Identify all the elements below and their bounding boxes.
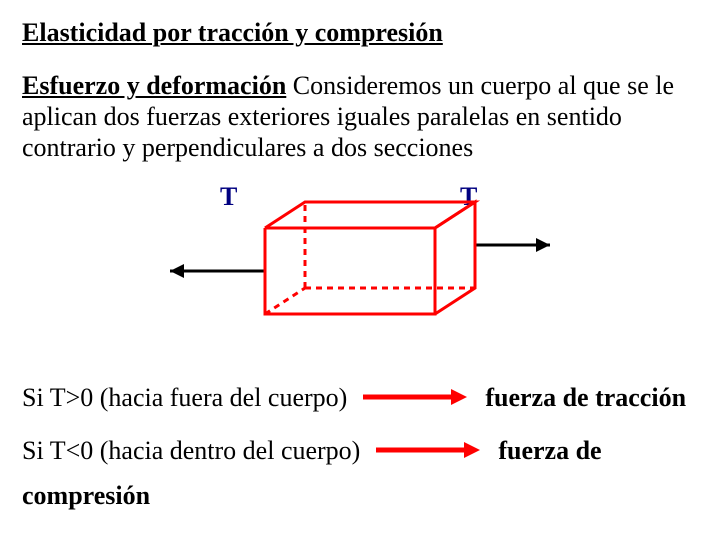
case-condition: Si T<0 (hacia dentro del cuerpo): [22, 435, 360, 466]
prism-icon: [265, 202, 475, 314]
implies-arrow-icon: [374, 440, 484, 460]
subheading: Esfuerzo y deformación: [22, 71, 286, 100]
case-row-compression: Si T<0 (hacia dentro del cuerpo) fuerza …: [22, 435, 698, 511]
force-arrow-right-icon: [475, 238, 550, 252]
slide-root: Elasticidad por tracción y compresión Es…: [0, 0, 720, 540]
case-result: fuerza de tracción: [485, 382, 686, 413]
case-condition: Si T>0 (hacia fuera del cuerpo): [22, 382, 347, 413]
case-result-cont: compresión: [22, 480, 698, 511]
page-title: Elasticidad por tracción y compresión: [22, 18, 698, 48]
prism-svg: [150, 182, 570, 332]
case-result: fuerza de: [498, 435, 601, 466]
prism-diagram: T T: [22, 182, 698, 352]
intro-paragraph: Esfuerzo y deformación Consideremos un c…: [22, 70, 698, 164]
case-list: Si T>0 (hacia fuera del cuerpo) fuerza d…: [22, 382, 698, 512]
case-row-traction: Si T>0 (hacia fuera del cuerpo) fuerza d…: [22, 382, 698, 413]
force-arrow-left-icon: [170, 264, 265, 278]
implies-arrow-icon: [361, 387, 471, 407]
